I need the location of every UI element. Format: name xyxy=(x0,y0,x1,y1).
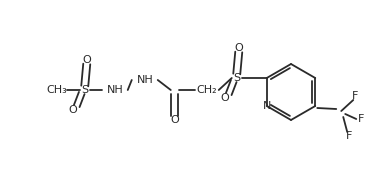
Text: O: O xyxy=(220,93,229,103)
Text: O: O xyxy=(170,115,179,125)
Text: F: F xyxy=(346,131,353,141)
Text: CH₂: CH₂ xyxy=(197,85,217,95)
Text: S: S xyxy=(81,85,88,95)
Text: F: F xyxy=(352,91,358,101)
Text: NH: NH xyxy=(136,75,153,85)
Text: S: S xyxy=(233,73,240,83)
Text: NH: NH xyxy=(106,85,123,95)
Text: O: O xyxy=(68,105,77,115)
Text: N: N xyxy=(262,101,271,111)
Text: F: F xyxy=(358,114,364,124)
Text: CH₃: CH₃ xyxy=(46,85,67,95)
Text: O: O xyxy=(82,55,91,65)
Text: O: O xyxy=(234,43,243,53)
